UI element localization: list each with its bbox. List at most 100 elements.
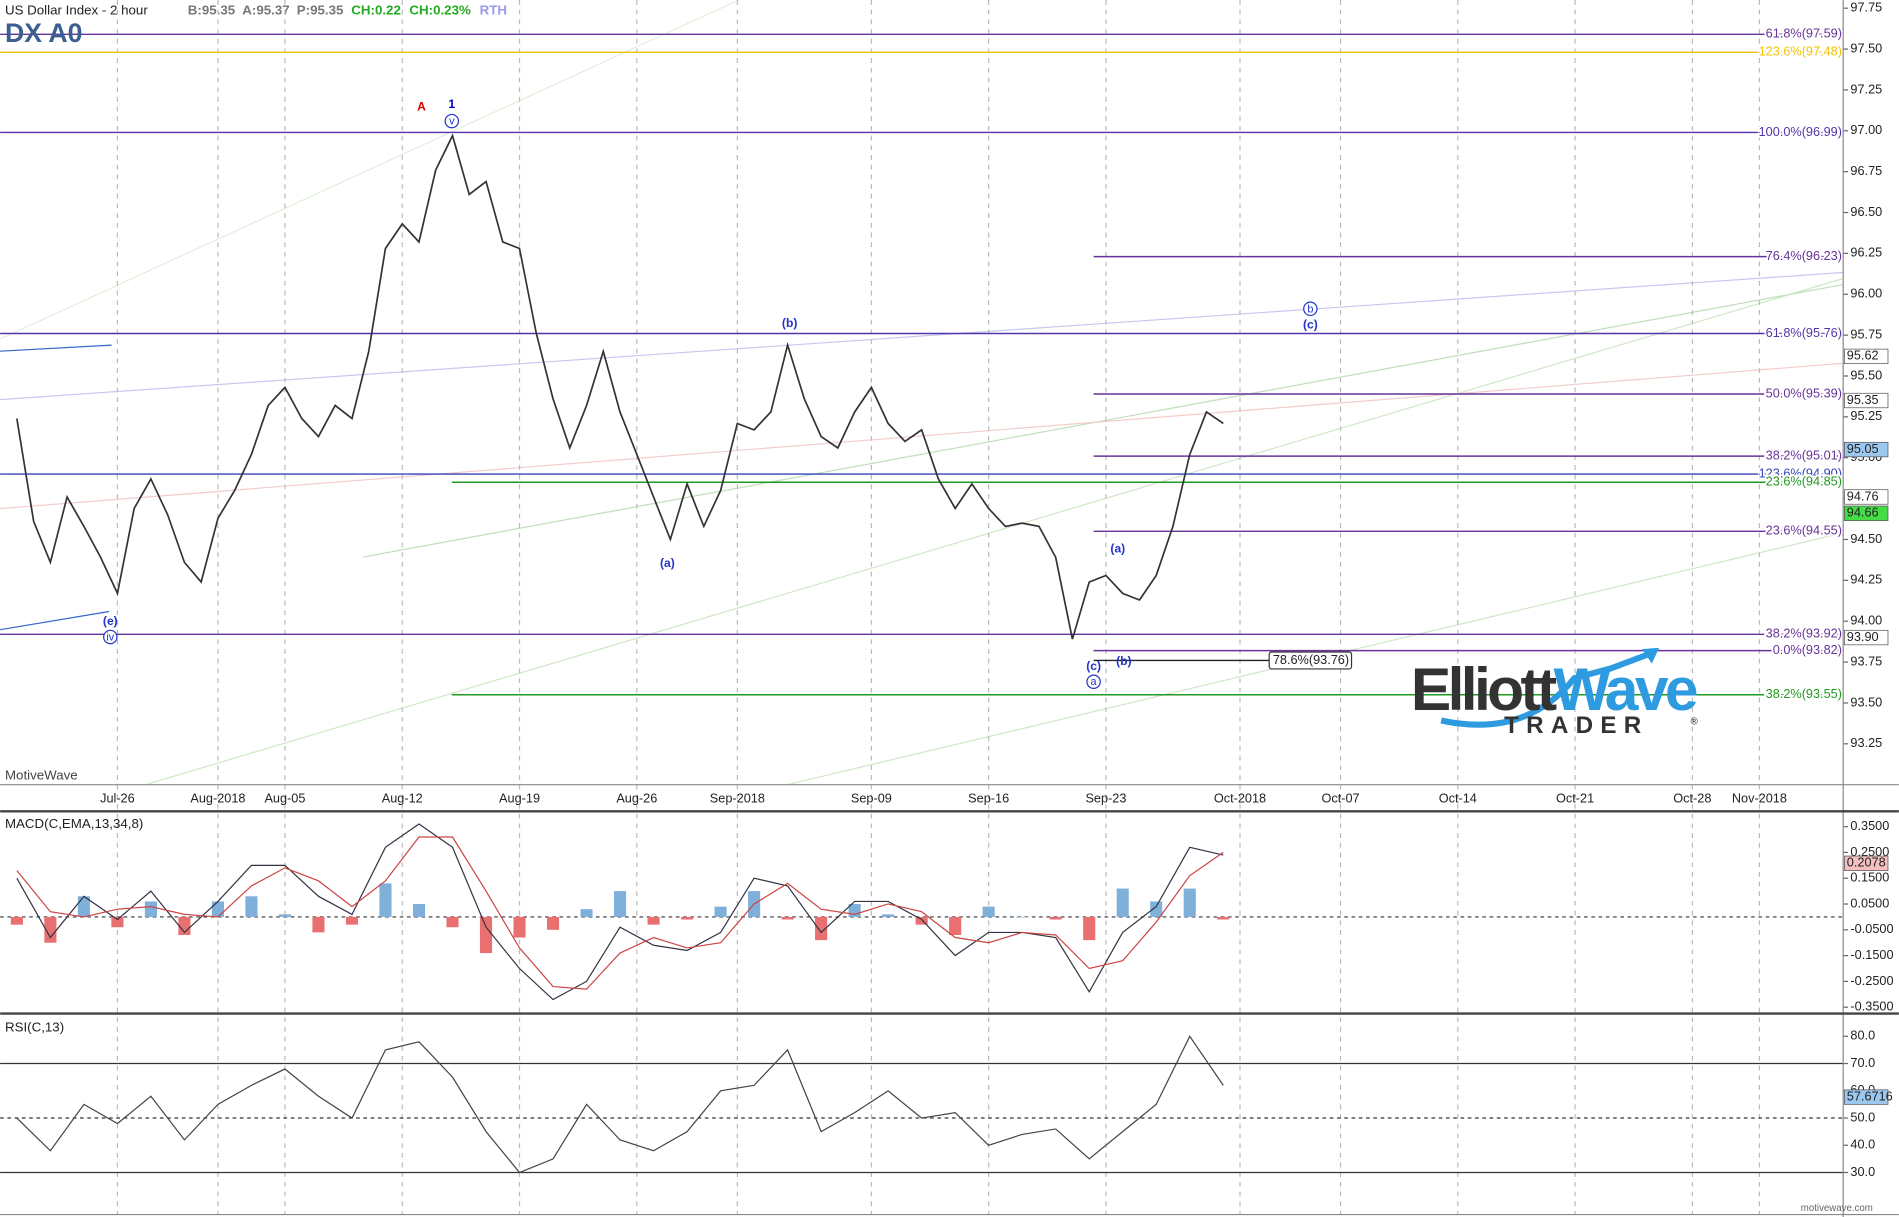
quote-item: RTH xyxy=(480,2,507,17)
y-tick-label: 96.25 xyxy=(1850,245,1882,260)
x-tick-label: Oct-2018 xyxy=(1214,791,1266,806)
fib-label: 61.8%(95.76) xyxy=(1766,325,1842,340)
chart-title: US Dollar Index - 2 hour xyxy=(5,2,148,17)
price-tag-label: 95.62 xyxy=(1847,348,1879,363)
histogram-bar xyxy=(714,906,727,917)
fib-label: 61.8%(97.59) xyxy=(1766,26,1842,41)
x-tick-label: Aug-05 xyxy=(264,791,305,806)
quote-item: P:95.35 xyxy=(297,2,344,17)
y-tick-label: 96.50 xyxy=(1850,204,1882,219)
y-tick-label: 40.0 xyxy=(1850,1137,1875,1152)
fib-label-box xyxy=(1268,651,1353,670)
fib-label: 38.2%(95.01) xyxy=(1766,447,1842,462)
x-tick-label: Sep-16 xyxy=(968,791,1009,806)
y-tick-label: 97.75 xyxy=(1850,0,1882,15)
histogram-bar xyxy=(1083,916,1096,941)
quote-item: B:95.35 xyxy=(188,2,236,17)
wave-circle xyxy=(1086,674,1101,690)
y-tick-label: -0.0500 xyxy=(1850,921,1893,936)
price-tag-label: 93.90 xyxy=(1847,629,1879,644)
trendline xyxy=(0,271,1844,401)
y-tick-label: 93.25 xyxy=(1850,735,1882,750)
x-tick-label: Aug-19 xyxy=(499,791,540,806)
histogram-bar xyxy=(681,916,694,920)
y-tick-label: -0.3500 xyxy=(1850,999,1893,1014)
price-tag-label: 95.35 xyxy=(1847,392,1879,407)
fib-label: 123.6%(94.90) xyxy=(1759,465,1842,480)
logo-text: ElliottWave xyxy=(1411,655,1697,723)
series-line xyxy=(15,133,1224,640)
histogram-bar xyxy=(178,916,191,935)
histogram-bar xyxy=(312,916,325,933)
panel-title: RSI(C,13) xyxy=(5,1020,64,1035)
fib-label: 78.6%(93.76) xyxy=(1273,652,1349,667)
y-tick-label: 97.50 xyxy=(1850,40,1882,55)
histogram-bar xyxy=(1183,888,1196,917)
histogram-bar xyxy=(781,916,794,920)
y-tick-label: 95.25 xyxy=(1850,408,1882,423)
x-tick-label: Sep-2018 xyxy=(710,791,765,806)
y-tick-label: 97.25 xyxy=(1850,81,1882,96)
histogram-bar xyxy=(245,896,258,917)
histogram-bar xyxy=(513,916,526,938)
y-tick-label: 97.00 xyxy=(1850,122,1882,137)
trendline xyxy=(0,0,740,340)
price-tag-label: 94.66 xyxy=(1847,505,1879,520)
price-tag-label: 57.6716 xyxy=(1847,1088,1893,1103)
logo-subtext: TRADER xyxy=(1504,712,1648,739)
histogram-bar xyxy=(10,916,23,925)
logo-part: Elliott xyxy=(1411,655,1557,723)
wave-label: (b) xyxy=(782,316,797,330)
logo-arrow xyxy=(1642,647,1660,664)
series-line xyxy=(16,836,1224,990)
histogram-bar xyxy=(546,916,560,930)
fib-label: 50.0%(95.39) xyxy=(1766,385,1842,400)
wave-label: (a) xyxy=(660,556,675,570)
trendline xyxy=(0,344,112,352)
y-tick-label: 94.00 xyxy=(1850,613,1882,628)
logo-swoosh xyxy=(1440,651,1651,728)
fib-label: 38.2%(93.55) xyxy=(1766,686,1842,701)
histogram-bar xyxy=(815,916,828,941)
x-tick-label: Sep-23 xyxy=(1085,791,1126,806)
histogram-bar xyxy=(614,891,627,917)
price-tag-label: 95.05 xyxy=(1847,441,1879,456)
x-tick-label: Sep-09 xyxy=(851,791,892,806)
y-tick-label: 30.0 xyxy=(1850,1164,1875,1179)
wave-circle xyxy=(103,629,118,645)
histogram-bar xyxy=(345,916,359,925)
x-tick-label: Aug-12 xyxy=(382,791,423,806)
logo-part: Wave xyxy=(1554,655,1697,723)
footer: motivewave.com xyxy=(1801,1203,1873,1214)
histogram-bar xyxy=(1217,916,1230,920)
histogram-bar xyxy=(144,901,157,917)
x-tick-label: Oct-07 xyxy=(1321,791,1359,806)
wave-label: (c) xyxy=(1086,659,1101,673)
histogram-bar xyxy=(915,916,928,925)
y-tick-label: 80.0 xyxy=(1850,1028,1875,1043)
y-tick-label: 50.0 xyxy=(1850,1109,1875,1124)
panel-title: MACD(C,EMA,13,34,8) xyxy=(5,816,143,831)
y-tick-label: 93.75 xyxy=(1850,653,1882,668)
fib-label: 38.2%(93.92) xyxy=(1766,626,1842,641)
price-tag xyxy=(1844,489,1889,505)
x-tick-label: Oct-14 xyxy=(1439,791,1477,806)
y-tick-label: 0.3500 xyxy=(1850,818,1889,833)
histogram-bar xyxy=(1116,888,1129,917)
x-tick-label: Aug-26 xyxy=(616,791,657,806)
histogram-bar xyxy=(1049,916,1062,920)
x-tick-label: Nov-2018 xyxy=(1732,791,1787,806)
y-tick-label: 94.50 xyxy=(1850,531,1882,546)
price-tag-label: 94.76 xyxy=(1847,488,1879,503)
price-tag xyxy=(1844,1089,1889,1105)
histogram-bar xyxy=(982,906,995,917)
wave-label: 1 xyxy=(448,97,455,111)
price-tag xyxy=(1844,392,1889,409)
series-line xyxy=(16,1035,1224,1174)
wave-label: v xyxy=(449,116,455,128)
quote-item: CH:0.22 xyxy=(351,2,401,17)
